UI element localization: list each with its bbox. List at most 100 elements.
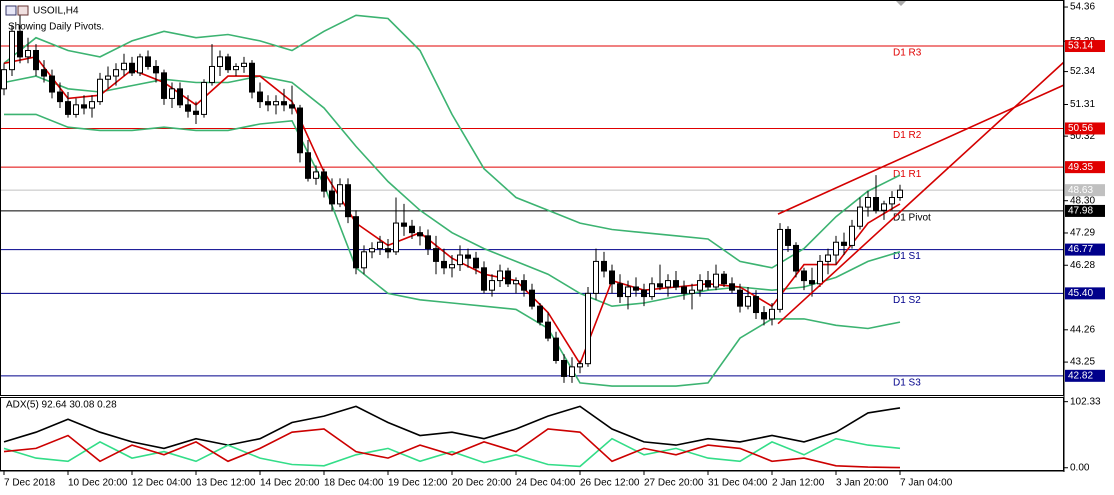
x-tick-label: 7 Jan 04:00 [900,478,953,489]
candle-body [673,280,679,288]
candle-body [729,283,735,291]
candle-body [657,283,663,288]
candle-body [641,289,647,298]
y-tick-label: 44.26 [1070,324,1095,335]
candle-body [617,283,623,298]
candle-body [297,107,303,154]
candle-body [873,197,879,211]
candle-body [129,62,135,74]
candle-body [473,257,479,269]
candle-body [689,289,695,294]
candle-body [225,56,231,71]
candle-body [49,75,55,93]
pivot-name: D1 R1 [893,169,922,180]
x-tick-label: 20 Dec 20:00 [452,478,512,489]
y-tick-label: 47.29 [1070,228,1095,239]
candle-body [609,270,615,285]
candle-body [761,312,767,320]
candle-body [505,270,511,285]
candle-body [513,280,519,285]
candle-body [25,49,31,58]
icon-box [17,5,29,16]
candle-body [881,203,887,211]
candle-body [849,225,855,246]
x-tick-label: 24 Dec 04:00 [516,478,576,489]
candle-body [17,30,23,58]
candle-body [745,296,751,307]
y-tick-label: 51.31 [1070,99,1095,110]
candle-body [425,235,431,250]
pivot-value: 53.14 [1068,41,1093,52]
candle-body [841,241,847,246]
candle-body [649,283,655,298]
candle-body [681,286,687,294]
candle-body [105,75,111,80]
x-tick-label: 2 Jan 12:00 [772,478,825,489]
candle-body [169,88,175,99]
candle-body [897,189,903,198]
candle-body [713,273,719,288]
chart-title: USOIL,H4 [33,6,79,17]
x-tick-label: 31 Dec 04:00 [708,478,768,489]
y-tick-label: 50.32 [1070,131,1095,142]
candle-body [865,197,871,208]
x-tick-label: 14 Dec 20:00 [260,478,320,489]
chart-subtitle: Showing Daily Pivots. [8,22,104,33]
x-tick-label: 10 Dec 20:00 [68,478,128,489]
candle-body [401,222,407,227]
pivot-name: D1 Pivot [893,213,931,224]
candle-body [529,289,535,307]
candle-body [281,101,287,106]
pivot-name: D1 R2 [893,130,922,141]
candle-body [553,337,559,361]
overlay-line [4,113,901,387]
candle-body [217,56,223,67]
pivot-box [1065,369,1105,382]
candle-body [137,56,143,74]
candle-body [193,110,199,115]
x-tick-label: 27 Dec 20:00 [644,478,704,489]
candle-body [321,171,327,192]
candle-body [705,280,711,288]
candle-body [457,254,463,266]
candle-body [33,49,39,71]
candle-body [337,184,343,205]
candle-body [625,286,631,298]
candle-body [97,78,103,103]
candle-body [57,91,63,103]
candle-body [585,292,591,365]
candle-body [305,152,311,179]
pivot-name: D1 R3 [893,48,922,59]
candle-body [481,267,487,291]
candle-body [497,270,503,282]
pivot-box [1065,287,1105,300]
candle-body [777,228,783,310]
adx-y-tick-label: 102.33 [1070,396,1101,407]
pivot-name: D1 S1 [893,251,921,262]
candle-body [785,228,791,246]
candle-body [537,305,543,323]
x-tick-label: 19 Dec 12:00 [388,478,448,489]
candle-body [81,104,87,109]
current-price-label: 48.63 [1068,185,1093,196]
candle-body [697,280,703,291]
candle-body [857,206,863,227]
overlay-line [3,14,901,269]
pivot-box [1065,161,1105,174]
adx-line [3,428,901,469]
candle-body [153,65,159,74]
candle-body [601,260,607,272]
pivot-box [1065,40,1105,53]
candle-body [817,260,823,285]
candle-body [801,270,807,282]
candle-body [433,248,439,262]
candle-body [185,104,191,112]
pivot-box [1065,243,1105,256]
candle-body [41,69,47,77]
candle-body [889,197,895,205]
pivot-value: 49.35 [1068,162,1093,173]
current-price-box [1065,184,1105,197]
candle-body [809,280,815,285]
pivot-value: 47.98 [1068,206,1093,217]
candle-body [377,241,383,250]
